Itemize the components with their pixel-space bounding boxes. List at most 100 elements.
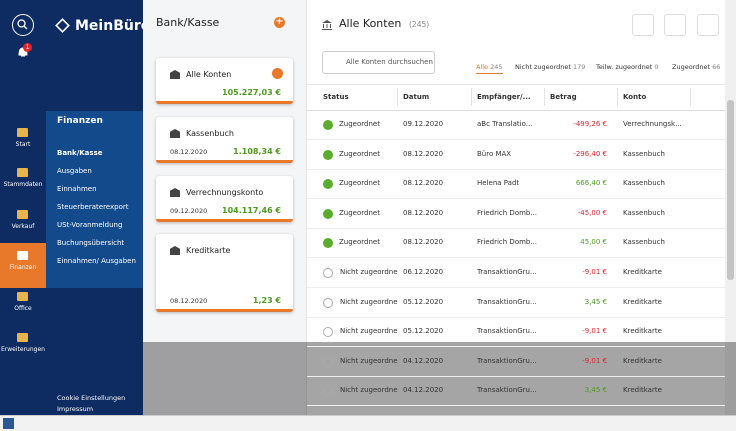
status-icon — [323, 356, 333, 367]
footer-link[interactable]: Impressum — [57, 405, 94, 413]
row-divider — [307, 287, 725, 288]
column-header[interactable]: Konto — [623, 93, 647, 101]
add-account-button[interactable]: + — [274, 16, 285, 28]
row-divider — [307, 227, 725, 229]
table-cell: 08.12.2020 — [403, 238, 444, 247]
tab-label: Zugeordnet — [672, 63, 713, 71]
logo-text: MeinBüro — [75, 18, 151, 34]
export-button[interactable] — [697, 14, 719, 36]
taskbar-app[interactable] — [3, 418, 14, 429]
column-header[interactable]: Status — [323, 93, 349, 101]
status-icon — [323, 120, 333, 130]
nav-icon — [17, 333, 28, 342]
table-cell: Kassenbuch — [623, 208, 665, 217]
table-cell: Kassenbuch — [623, 149, 665, 158]
account-name: Kreditkarte — [186, 246, 231, 255]
list-count: (245) — [409, 20, 430, 29]
nav-icon — [17, 292, 28, 301]
table-cell: TransaktionGru... — [477, 327, 537, 336]
nav-item[interactable]: Finanzen — [9, 264, 37, 271]
submenu-item[interactable]: Einnahmen — [57, 185, 97, 193]
table-cell: -9,01 € — [582, 327, 607, 336]
table-cell: Nicht zugeordne — [340, 297, 398, 306]
tab-label: Teilw. zugeordnet — [596, 63, 655, 71]
finance-panel — [46, 111, 143, 288]
account-card[interactable]: Kassenbuch 08.12.2020 1.108,34 € — [156, 117, 293, 163]
table-cell: 666,40 € — [575, 179, 607, 188]
header-divider — [307, 110, 725, 111]
tab-count: 0 — [654, 63, 659, 71]
nav-item[interactable]: Stammdaten — [3, 181, 43, 188]
status-icon — [323, 268, 333, 278]
scroll-thumb[interactable] — [727, 100, 734, 280]
filter-button[interactable] — [632, 14, 654, 36]
table-cell: 04.12.2020 — [403, 386, 444, 395]
status-icon — [323, 238, 333, 249]
bank-icon — [170, 246, 180, 255]
nav-item[interactable]: Office — [14, 305, 32, 312]
table-cell: Friedrich Domb... — [477, 208, 538, 217]
search-input[interactable]: Alle Konten durchsuchen — [322, 51, 435, 74]
nav-item[interactable]: Erweiterungen — [1, 346, 45, 353]
table-cell: 3,45 € — [584, 386, 607, 395]
account-date: 08.12.2020 — [170, 148, 208, 156]
account-amount: 1,23 € — [252, 296, 281, 305]
footer-link[interactable]: Cookie Einstellungen — [57, 394, 126, 402]
account-name: Kassenbuch — [186, 129, 234, 138]
account-card[interactable]: Verrechnungskonto 09.12.2020 104.117,46 € — [156, 176, 293, 222]
column-header[interactable]: Betrag — [550, 93, 577, 101]
nav-icon — [17, 168, 28, 177]
column-header[interactable]: Empfänger/... — [477, 93, 531, 101]
icon-rail: 1 — [0, 0, 46, 415]
submenu-title: Finanzen — [57, 116, 103, 126]
account-amount: 1.108,34 € — [233, 147, 281, 156]
table-cell: Nicht zugeordne — [340, 386, 398, 395]
column-header[interactable]: Datum — [403, 93, 430, 101]
status-icon — [323, 149, 333, 160]
table-cell: aBc Translatio... — [477, 120, 533, 128]
table-cell: TransaktionGru... — [477, 268, 537, 276]
filter-tab[interactable]: Teilw. zugeordnet 0 — [596, 63, 659, 71]
taskbar — [0, 415, 736, 431]
submenu-item[interactable]: Bank/Kasse — [57, 149, 103, 157]
submenu-item[interactable]: USt-Voranmeldung — [57, 221, 123, 229]
account-card[interactable]: Alle Konten 105.227,03 € — [156, 58, 293, 104]
table-cell: Zugeordnet — [339, 179, 380, 188]
account-amount: 105.227,03 € — [222, 88, 281, 97]
filter-tab[interactable]: Zugeordnet 66 — [672, 63, 720, 71]
submenu-item[interactable]: Buchungsübersicht — [57, 239, 125, 247]
table-cell: -9,01 € — [582, 356, 607, 365]
account-card[interactable]: Kreditkarte 08.12.2020 1,23 € — [156, 234, 293, 312]
tab-label: Nicht zugeordnet — [515, 63, 574, 71]
table-cell: Nicht zugeordne — [340, 268, 398, 276]
nav-active — [0, 243, 46, 288]
accounts-title: Bank/Kasse — [156, 16, 220, 29]
table-cell: Nicht zugeordne — [340, 327, 398, 336]
filter-tab[interactable]: Nicht zugeordnet 179 — [515, 63, 585, 71]
column-separator — [690, 88, 691, 106]
settings-button[interactable] — [664, 14, 686, 36]
table-cell: 3,45 € — [584, 297, 607, 306]
bank-icon — [170, 70, 180, 79]
table-cell: 04.12.2020 — [403, 356, 444, 365]
account-name: Alle Konten — [186, 70, 232, 79]
list-panel: Alle Konten (245) Alle Konten durchsuche… — [307, 0, 725, 415]
table-cell: Kreditkarte — [623, 327, 662, 336]
table-cell: 08.12.2020 — [403, 179, 444, 188]
tab-label: Alle — [476, 63, 491, 71]
submenu-item[interactable]: Steuerberaterexport — [57, 203, 129, 211]
submenu-item[interactable]: Ausgaben — [57, 167, 92, 175]
table-cell: -45,00 € — [577, 208, 607, 217]
nav-item[interactable]: Start — [15, 141, 31, 148]
row-divider — [307, 198, 725, 200]
account-date: 09.12.2020 — [170, 207, 208, 215]
status-icon — [323, 327, 333, 338]
divider — [307, 84, 725, 85]
column-separator — [544, 88, 545, 106]
nav-item[interactable]: Verkauf — [11, 223, 35, 230]
table-cell: 08.12.2020 — [403, 208, 444, 217]
submenu-item[interactable]: Einnahmen/ Ausgaben — [57, 257, 136, 265]
table-cell: -296,40 € — [573, 149, 607, 158]
search-button[interactable] — [12, 14, 34, 36]
filter-tab[interactable]: Alle 245 — [476, 63, 503, 74]
